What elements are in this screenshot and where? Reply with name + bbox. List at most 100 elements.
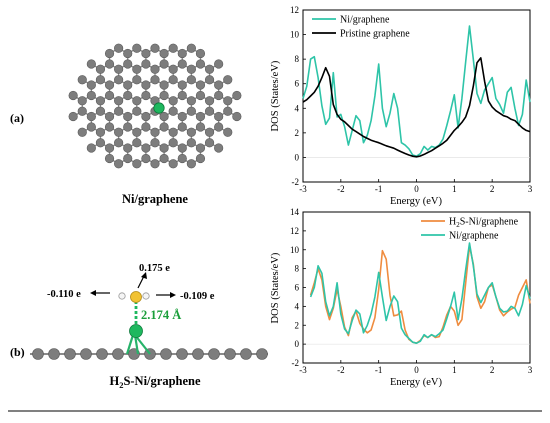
- charge-h-left: -0.110 e: [47, 289, 81, 300]
- carbon-atom: [177, 48, 187, 59]
- bond-length-label: 2.174 Å: [141, 308, 181, 322]
- chart1-ylabel: DOS (States/eV): [270, 60, 281, 131]
- carbon-atom-side: [224, 348, 236, 360]
- hydrogen-atom-right: [142, 292, 150, 300]
- c2-series-1-line: [309, 242, 531, 345]
- carbon-atom: [232, 111, 242, 122]
- c1-ytick-label: 0: [295, 152, 300, 162]
- c1-ytick-label: 8: [295, 54, 300, 64]
- carbon-atom: [114, 159, 124, 169]
- carbon-atom: [223, 106, 233, 116]
- carbon-atom-side: [240, 348, 252, 360]
- panel-a-caption: Ni/graphene: [122, 192, 188, 206]
- carbon-atom: [123, 122, 133, 132]
- c1-ytick-label: 10: [290, 30, 300, 40]
- carbon-atom: [204, 96, 215, 106]
- carbon-atom: [177, 153, 187, 164]
- c1-xtick-label: 2: [490, 184, 495, 194]
- carbon-atom: [104, 122, 115, 132]
- carbon-atom: [86, 90, 96, 101]
- carbon-atom: [186, 106, 196, 116]
- c2-xtick-label: 0: [414, 365, 419, 375]
- chart2-ylabel: DOS (States/eV): [270, 252, 281, 323]
- carbon-atom: [104, 90, 115, 101]
- carbon-atom: [114, 127, 124, 137]
- carbon-atom-side: [32, 348, 44, 360]
- c1-xtick-label: 0: [414, 184, 419, 194]
- carbon-atom: [95, 96, 106, 106]
- carbon-atom: [204, 138, 215, 148]
- carbon-atom: [77, 96, 87, 106]
- carbon-atom: [195, 80, 206, 90]
- carbon-atom-side: [48, 348, 60, 360]
- ni-c-bond-center: [133, 334, 140, 355]
- carbon-atom: [177, 122, 187, 132]
- c1-series-0-line: [302, 25, 531, 157]
- carbon-atom: [141, 59, 151, 69]
- charge-s: 0.175 e: [139, 263, 170, 274]
- c2-ytick-label: 8: [295, 264, 300, 274]
- carbon-atom: [214, 122, 224, 132]
- carbon-atom: [186, 127, 196, 137]
- carbon-atom: [195, 153, 206, 164]
- carbon-atom: [168, 106, 178, 116]
- carbon-atom: [104, 48, 115, 59]
- carbon-atom: [204, 75, 215, 85]
- carbon-atom: [159, 153, 169, 164]
- c1-xtick-label: -1: [375, 184, 383, 194]
- carbon-atom: [150, 43, 160, 53]
- c2-series-0-line: [309, 245, 531, 345]
- carbon-atom: [168, 64, 178, 74]
- arrow-right-head: [170, 292, 176, 298]
- arrow-up-shaft: [137, 275, 145, 289]
- c1-ytick-label: 6: [295, 79, 300, 89]
- carbon-atom: [141, 122, 151, 132]
- carbon-atom: [95, 106, 106, 116]
- c2-xtick-label: 2: [490, 365, 495, 375]
- carbon-atom: [132, 43, 142, 53]
- ni-graphene-structure: [68, 43, 242, 169]
- chart1-legend-pristine: Pristine graphene: [340, 29, 410, 40]
- carbon-atom: [141, 80, 151, 90]
- c2-xtick-label: -1: [375, 365, 383, 375]
- carbon-atom: [86, 122, 96, 132]
- carbon-atom: [123, 153, 133, 164]
- carbon-atom: [123, 80, 133, 90]
- carbon-atom: [159, 80, 169, 90]
- c2-xtick-label: -2: [337, 365, 345, 375]
- carbon-atom: [132, 96, 142, 106]
- carbon-atom: [114, 106, 124, 116]
- carbon-atom: [214, 111, 224, 122]
- carbon-atom-side: [176, 348, 188, 360]
- carbon-atom: [141, 48, 151, 59]
- carbon-atom: [150, 159, 160, 169]
- carbon-atom: [141, 90, 151, 101]
- graphene-side-atoms: [32, 348, 268, 360]
- carbon-atom: [195, 143, 206, 153]
- carbon-atom: [114, 96, 124, 106]
- carbon-atom: [68, 90, 78, 101]
- carbon-atom: [168, 138, 178, 148]
- carbon-atom: [150, 64, 160, 74]
- carbon-atom: [114, 64, 124, 74]
- carbon-atom: [195, 48, 206, 59]
- carbon-atom: [86, 111, 96, 122]
- c2-ytick-label: 2: [295, 320, 300, 330]
- carbon-atom: [159, 59, 169, 69]
- panel-a-label: (a): [10, 111, 24, 125]
- carbon-atom: [186, 75, 196, 85]
- charge-h-right: -0.109 e: [180, 291, 215, 302]
- carbon-atom: [104, 153, 115, 164]
- c2-ytick-label: 6: [295, 283, 300, 293]
- carbon-atom-side: [96, 348, 108, 360]
- carbon-atom: [204, 127, 215, 137]
- c2-xtick-label: 3: [528, 365, 533, 375]
- chart1-series: [302, 25, 531, 158]
- carbon-atom: [168, 127, 178, 137]
- carbon-atom: [104, 59, 115, 69]
- carbon-atom: [104, 80, 115, 90]
- sulfur-atom: [130, 291, 142, 303]
- carbon-atom: [86, 80, 96, 90]
